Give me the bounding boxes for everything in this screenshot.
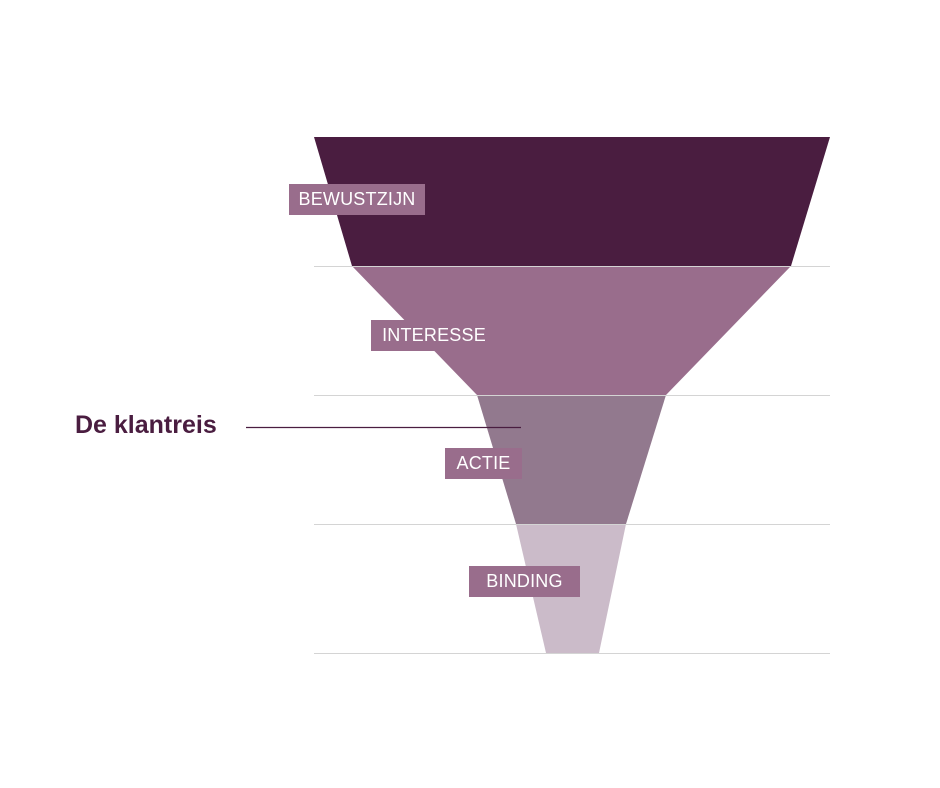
stage-label-bewustzijn: BEWUSTZIJN xyxy=(289,184,425,215)
funnel-stage-interesse xyxy=(352,266,791,395)
stage-label-interesse: INTERESSE xyxy=(371,320,497,351)
funnel-stage-actie xyxy=(477,395,666,524)
stage-label-actie: ACTIE xyxy=(445,448,522,479)
diagram-title: De klantreis xyxy=(75,411,217,439)
funnel-stage-bewustzijn xyxy=(314,137,830,266)
stage-label-binding: BINDING xyxy=(469,566,580,597)
